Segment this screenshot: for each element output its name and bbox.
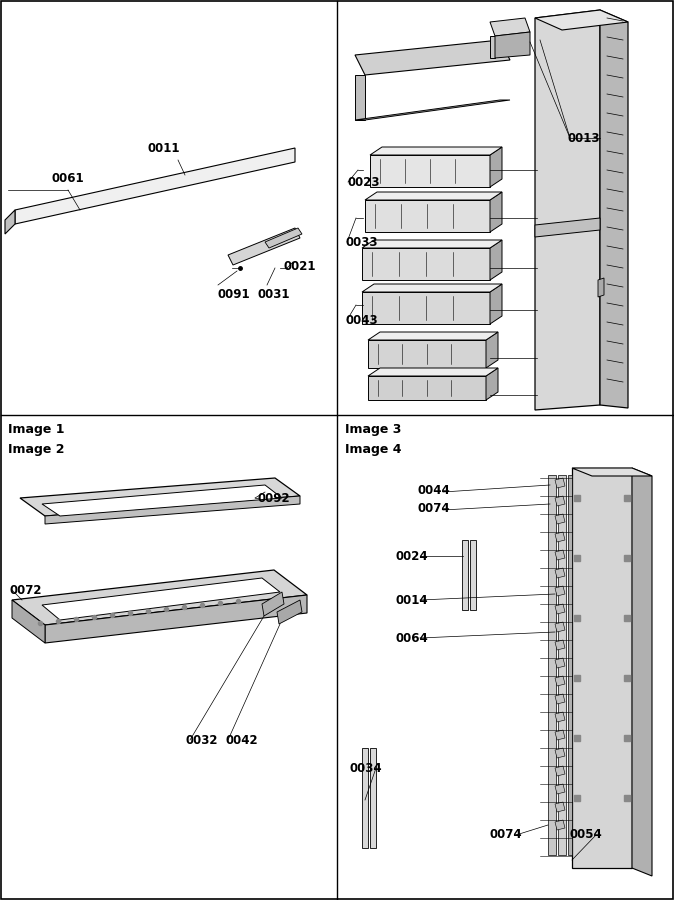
Polygon shape [558,475,566,855]
Polygon shape [555,586,565,596]
Polygon shape [555,478,565,488]
Text: Image 4: Image 4 [345,443,402,456]
Polygon shape [362,284,502,292]
Polygon shape [555,622,565,632]
Polygon shape [555,568,565,578]
Text: 0074: 0074 [490,829,522,842]
Text: 0054: 0054 [570,829,603,842]
Text: 0091: 0091 [218,289,251,302]
Text: 0074: 0074 [418,501,451,515]
Polygon shape [555,712,565,722]
Text: 0011: 0011 [148,141,181,155]
Text: 0023: 0023 [347,176,379,188]
Text: 0031: 0031 [258,289,290,302]
Text: 0024: 0024 [396,550,429,562]
Polygon shape [486,332,498,368]
Text: 0032: 0032 [186,734,218,746]
Polygon shape [370,155,490,187]
Polygon shape [20,478,300,516]
Polygon shape [362,748,368,848]
Polygon shape [365,200,490,232]
Polygon shape [368,332,498,340]
Polygon shape [370,147,502,155]
Polygon shape [370,748,376,848]
Polygon shape [45,595,307,643]
Polygon shape [355,100,510,120]
Polygon shape [362,240,502,248]
Polygon shape [368,376,486,400]
Polygon shape [555,766,565,776]
Polygon shape [355,40,510,75]
Polygon shape [555,676,565,686]
Polygon shape [42,578,280,620]
Polygon shape [555,820,565,830]
Text: Image 1: Image 1 [8,423,65,436]
Polygon shape [535,218,600,237]
Polygon shape [555,532,565,542]
Polygon shape [490,36,495,58]
Polygon shape [555,658,565,668]
Text: 0013: 0013 [568,131,601,145]
Polygon shape [228,228,300,265]
Polygon shape [365,192,502,200]
Polygon shape [265,228,302,248]
Polygon shape [12,570,307,625]
Polygon shape [368,340,486,368]
Polygon shape [42,485,282,516]
Text: 0044: 0044 [418,483,451,497]
Text: 0043: 0043 [345,313,377,327]
Polygon shape [262,592,284,616]
Polygon shape [470,540,476,610]
Text: 0014: 0014 [396,593,429,607]
Text: 0033: 0033 [345,236,377,248]
Polygon shape [555,640,565,650]
Polygon shape [490,240,502,280]
Polygon shape [490,192,502,232]
Polygon shape [362,248,490,280]
Polygon shape [362,292,490,324]
Polygon shape [462,540,468,610]
Polygon shape [555,730,565,740]
Polygon shape [598,278,604,297]
Polygon shape [15,148,295,224]
Polygon shape [535,10,600,410]
Text: 0064: 0064 [396,632,429,644]
Text: 0061: 0061 [52,172,85,184]
Polygon shape [548,475,556,855]
Text: 0042: 0042 [226,734,259,746]
Text: 0092: 0092 [258,491,290,505]
Text: 0021: 0021 [283,259,315,273]
Polygon shape [490,284,502,324]
Polygon shape [486,368,498,400]
Polygon shape [535,10,628,30]
Polygon shape [568,475,572,855]
Polygon shape [555,784,565,794]
Polygon shape [555,514,565,524]
Polygon shape [632,468,652,876]
Polygon shape [555,802,565,812]
Polygon shape [572,468,632,868]
Polygon shape [572,468,652,476]
Polygon shape [368,368,498,376]
Polygon shape [555,496,565,506]
Text: Image 2: Image 2 [8,443,65,456]
Polygon shape [12,600,45,643]
Polygon shape [555,550,565,560]
Polygon shape [490,18,530,36]
Text: Image 3: Image 3 [345,423,402,436]
Polygon shape [277,600,302,624]
Polygon shape [355,75,365,120]
Polygon shape [555,604,565,614]
Polygon shape [555,748,565,758]
Text: 0072: 0072 [10,583,42,597]
Polygon shape [555,694,565,704]
Polygon shape [5,210,15,234]
Polygon shape [600,10,628,408]
Text: 0034: 0034 [350,761,383,775]
Polygon shape [490,147,502,187]
Polygon shape [45,496,300,524]
Polygon shape [495,32,530,58]
